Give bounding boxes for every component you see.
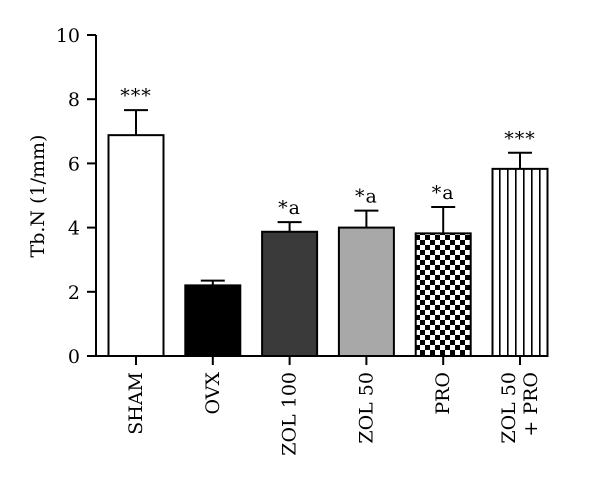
x-tick-label: + PRO (520, 372, 542, 437)
y-tick-label: 0 (68, 346, 80, 368)
significance-label: *** (504, 128, 536, 150)
x-tick-label: OVX (202, 372, 224, 415)
y-tick-label: 6 (68, 153, 80, 175)
y-tick-label: 10 (56, 25, 80, 47)
y-tick-label: 2 (68, 282, 80, 304)
y-axis-label: Tb.N (1/mm) (27, 135, 49, 258)
y-tick-label: 8 (68, 89, 80, 111)
bar-series: *** *a *a *a *** (107, 85, 549, 358)
x-tick-label: ZOL 50 (498, 372, 520, 444)
x-tick-label: PRO (432, 372, 454, 415)
x-tick-label: SHAM (125, 372, 147, 435)
bar-pro (414, 232, 472, 358)
bar-ovx (184, 284, 242, 358)
y-tick-label: 4 (68, 218, 80, 240)
x-axis: SHAM OVX ZOL 100 ZOL 50 PRO ZOL 50 + PRO (96, 355, 542, 456)
x-tick-label: ZOL 100 (279, 372, 301, 456)
x-tick-label: ZOL 50 (355, 372, 377, 444)
bar-sham (107, 134, 165, 357)
bar-zol-100 (261, 230, 319, 357)
significance-label: *** (120, 85, 152, 107)
bar-zol-50-pro (491, 167, 549, 357)
significance-label: *a (432, 182, 455, 204)
bar-zol-50 (337, 226, 395, 357)
significance-label: *a (355, 186, 378, 208)
significance-label: *a (278, 197, 301, 219)
y-axis: 0 2 4 6 8 10 (56, 25, 97, 368)
